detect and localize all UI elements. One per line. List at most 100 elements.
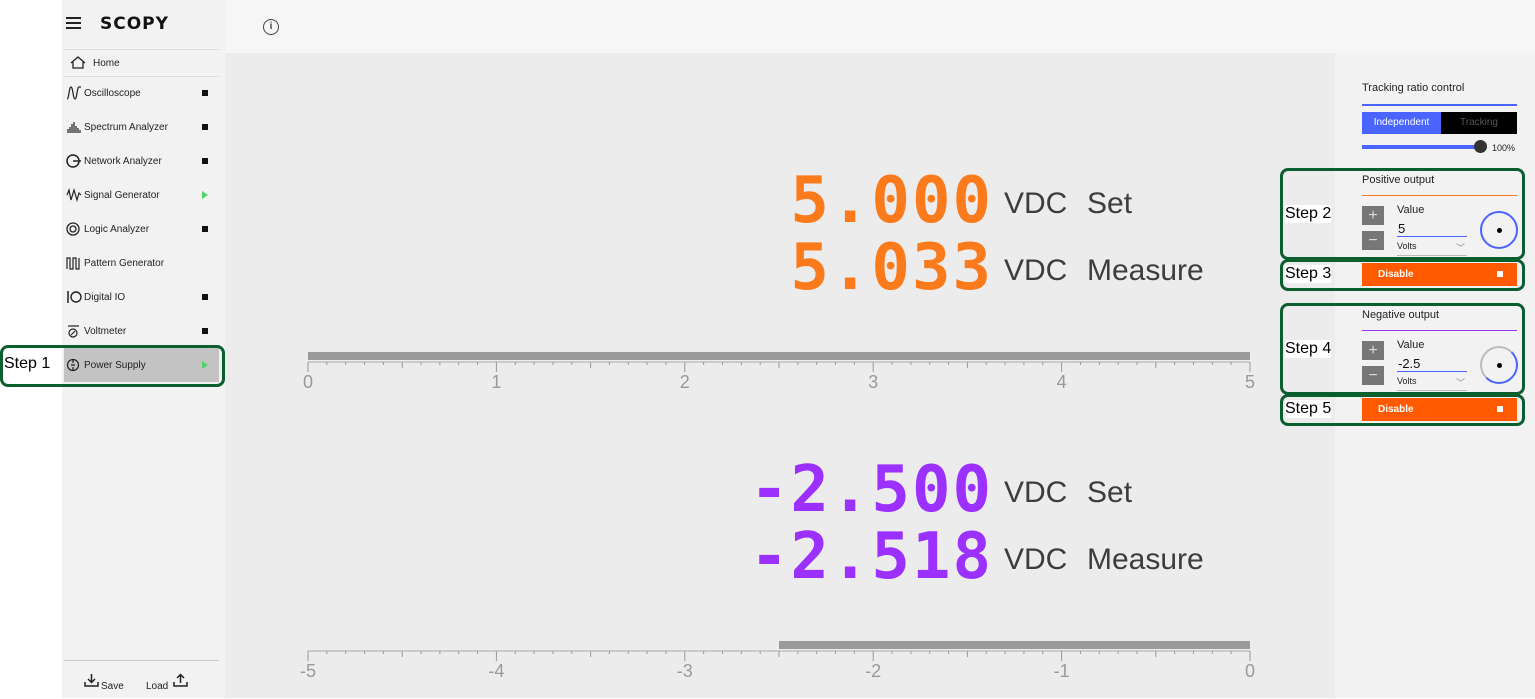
ratio-slider-handle[interactable] [1474, 140, 1487, 153]
running-status-icon[interactable] [202, 361, 208, 369]
tracking-mode-toggle[interactable]: Independent Tracking [1362, 112, 1517, 134]
step4-label: Step 4 [1285, 340, 1332, 358]
positive-disable-label: Disable [1378, 269, 1414, 280]
tick-label: 2 [680, 372, 690, 392]
tick-label: 4 [1057, 372, 1067, 392]
home-button[interactable]: Home [64, 49, 219, 77]
negative-units-select[interactable]: Volts ﹀ [1397, 376, 1467, 391]
positive-disable-button[interactable]: Disable [1362, 263, 1517, 286]
stopped-status-icon[interactable] [202, 158, 208, 164]
sidebar-item-label: Oscilloscope [84, 88, 141, 99]
tick-label: -2 [865, 661, 881, 681]
step4-highlight [1280, 303, 1525, 395]
positive-units-value: Volts [1397, 241, 1417, 251]
step3-label: Step 3 [1285, 265, 1332, 283]
independent-button[interactable]: Independent [1362, 112, 1441, 134]
positive-value-knob[interactable] [1480, 211, 1518, 249]
sidebar-item-oscilloscope[interactable]: Oscilloscope [64, 76, 219, 110]
negative-output-underline [1362, 330, 1517, 331]
sidebar-item-voltmeter[interactable]: Voltmeter [64, 314, 219, 348]
home-label: Home [93, 58, 120, 69]
network-analyzer-icon [66, 154, 81, 168]
load-label: Load [146, 681, 169, 692]
sidebar-item-label: Network Analyzer [84, 156, 162, 167]
sidebar-item-power-supply[interactable]: Power Supply [64, 348, 219, 382]
stopped-status-icon[interactable] [202, 294, 208, 300]
hamburger-menu-icon[interactable] [66, 17, 81, 29]
home-icon [70, 56, 86, 69]
chevron-down-icon: ﹀ [1455, 243, 1465, 253]
sidebar-item-label: Spectrum Analyzer [84, 122, 168, 133]
logic-analyzer-icon [66, 222, 80, 236]
ratio-slider-track[interactable] [1362, 145, 1476, 149]
signal-generator-icon [66, 188, 82, 202]
negative-set-label: Set [1087, 476, 1133, 509]
power-supply-display: 5.000 VDC Set 5.033 VDC Measure 0 1 2 3 4 5 -… [225, 53, 1335, 698]
save-icon [84, 674, 99, 687]
load-icon [173, 673, 188, 687]
sidebar-item-pattern-generator[interactable]: Pattern Generator [64, 246, 219, 280]
settings-panel: Tracking ratio control Independent Track… [1335, 53, 1535, 698]
tick-label: -1 [1054, 661, 1070, 681]
positive-measure-label: Measure [1087, 254, 1204, 287]
stopped-status-icon[interactable] [202, 226, 208, 232]
stopped-status-icon[interactable] [202, 124, 208, 130]
positive-set-readout: 5.000 [790, 164, 993, 238]
scale-bar [779, 641, 1250, 649]
step2-label: Step 2 [1285, 205, 1332, 223]
positive-increment-button[interactable]: + [1362, 206, 1384, 225]
sidebar-footer: Save Load [64, 660, 219, 699]
scale-bar [308, 352, 1250, 360]
sidebar-item-signal-generator[interactable]: Signal Generator [64, 178, 219, 212]
sidebar-item-label: Pattern Generator [84, 258, 165, 269]
negative-units-value: Volts [1397, 376, 1417, 386]
sidebar-item-label: Signal Generator [84, 190, 160, 201]
positive-measure-readout: 5.033 [790, 231, 993, 305]
positive-decrement-button[interactable]: − [1362, 231, 1384, 250]
tick-label: -5 [300, 661, 316, 681]
tick-label: -4 [488, 661, 504, 681]
oscilloscope-icon [66, 86, 81, 100]
tick-label: 0 [303, 372, 313, 392]
info-icon[interactable]: i [263, 19, 279, 35]
pattern-generator-icon [66, 257, 80, 270]
stopped-status-icon[interactable] [202, 328, 208, 334]
tick-label: 3 [868, 372, 878, 392]
negative-set-readout: -2.500 [749, 453, 993, 527]
sidebar-item-logic-analyzer[interactable]: Logic Analyzer [64, 212, 219, 246]
running-status-icon[interactable] [202, 191, 208, 199]
app-logo: SCOPY [100, 14, 169, 34]
negative-disable-button[interactable]: Disable [1362, 398, 1517, 421]
positive-value-input[interactable] [1397, 220, 1467, 237]
stop-icon [1497, 271, 1503, 277]
negative-value-label: Value [1397, 339, 1425, 351]
tracking-button[interactable]: Tracking [1441, 112, 1517, 134]
sidebar-item-label: Voltmeter [84, 326, 127, 337]
step5-highlight [1280, 394, 1525, 426]
positive-units-select[interactable]: Volts ﹀ [1397, 241, 1467, 256]
negative-set-unit: VDC [1004, 476, 1068, 509]
stop-icon [1497, 406, 1503, 412]
step5-label: Step 5 [1285, 400, 1332, 418]
ratio-percent: 100% [1492, 143, 1516, 153]
negative-value-input[interactable] [1397, 355, 1467, 372]
negative-disable-label: Disable [1378, 404, 1414, 415]
negative-value-knob[interactable] [1480, 346, 1518, 384]
sidebar-item-network-analyzer[interactable]: Network Analyzer [64, 144, 219, 178]
step1-label: Step 1 [4, 355, 51, 373]
tick-label: -3 [677, 661, 693, 681]
sidebar: SCOPY Home Oscilloscope Spectrum Analyze… [62, 0, 225, 698]
positive-set-label: Set [1087, 187, 1133, 220]
step3-highlight [1280, 259, 1525, 291]
stopped-status-icon[interactable] [202, 90, 208, 96]
negative-output-title: Negative output [1362, 309, 1440, 321]
voltmeter-icon [68, 325, 79, 338]
sidebar-item-digital-io[interactable]: Digital IO [64, 280, 219, 314]
negative-measure-unit: VDC [1004, 543, 1068, 576]
sidebar-item-spectrum-analyzer[interactable]: Spectrum Analyzer [64, 110, 219, 144]
negative-decrement-button[interactable]: − [1362, 366, 1384, 385]
chevron-down-icon: ﹀ [1455, 378, 1465, 388]
positive-set-unit: VDC [1004, 187, 1068, 220]
top-bar: i [225, 0, 1535, 53]
negative-increment-button[interactable]: + [1362, 341, 1384, 360]
